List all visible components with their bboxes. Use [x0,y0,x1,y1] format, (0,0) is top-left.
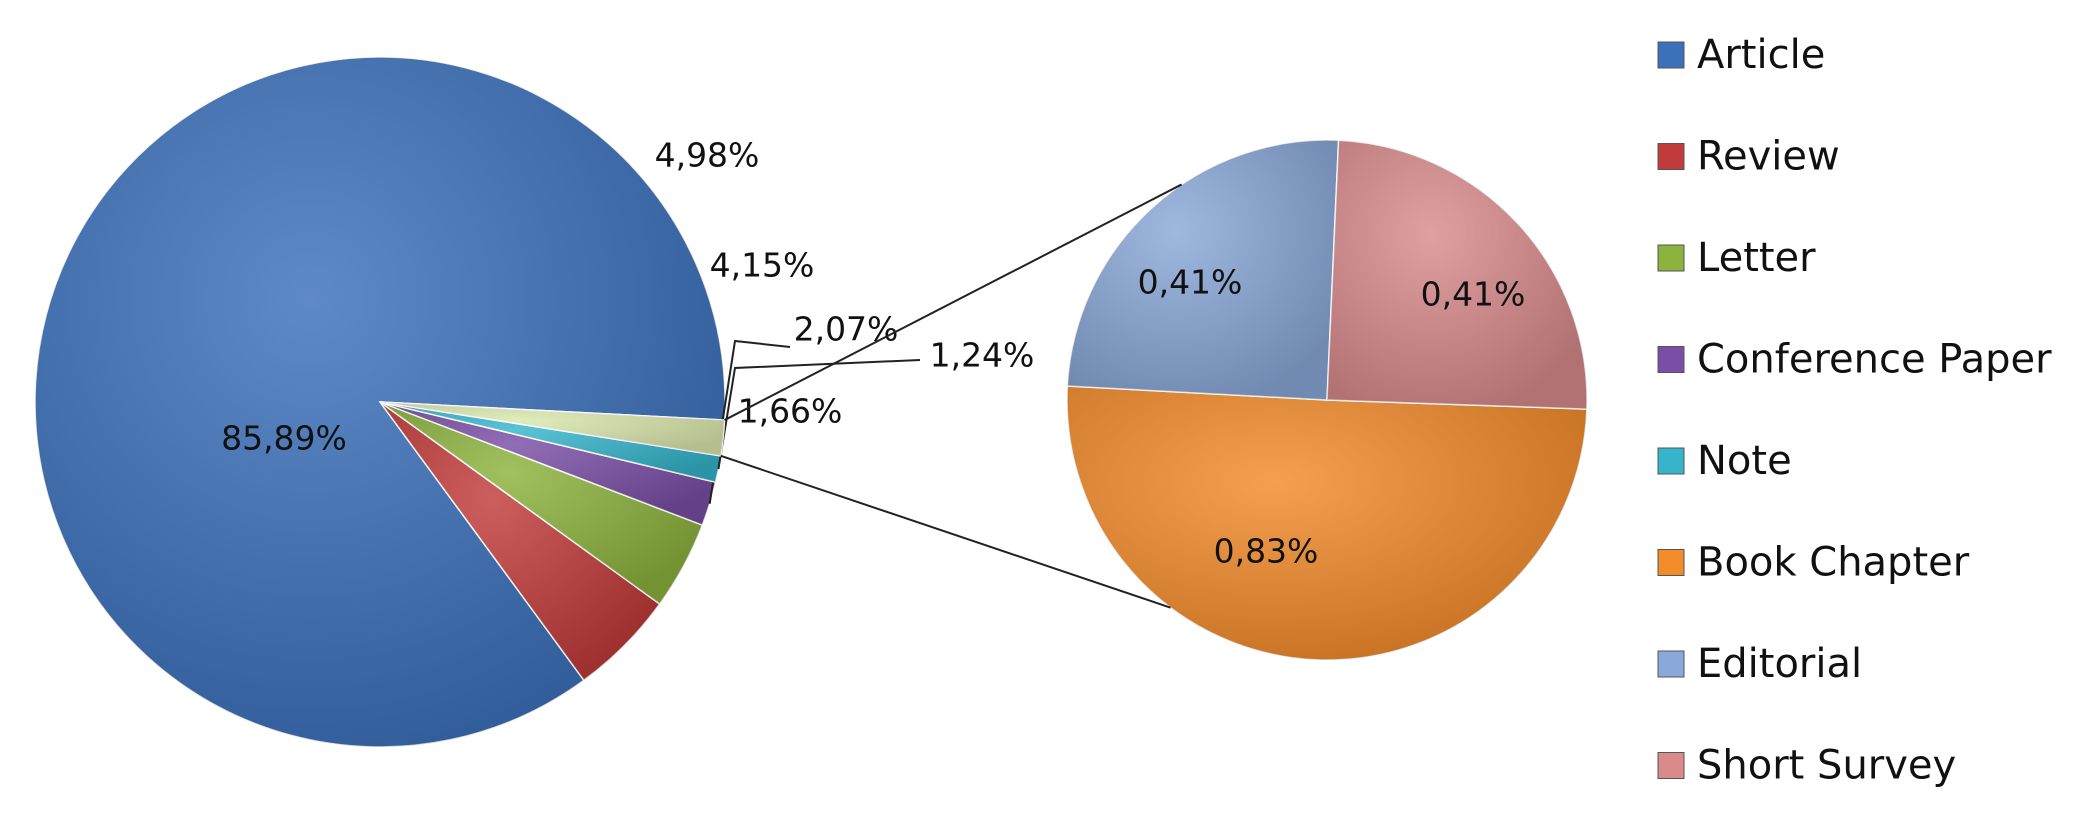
legend-swatch [1657,41,1685,69]
connector-line [720,454,1171,609]
legend-label: Short Survey [1697,743,1956,789]
data-label: 0,41% [1421,275,1526,314]
legend-label: Book Chapter [1697,540,1970,586]
legend-swatch [1657,650,1685,678]
legend-label: Letter [1697,235,1816,281]
legend-swatch [1657,752,1685,779]
legend-swatch [1657,244,1685,272]
data-label: 2,07% [794,310,899,349]
legend-label: Note [1697,438,1792,484]
data-label: 0,41% [1138,263,1243,302]
data-label: 4,98% [655,136,760,175]
legend-label: Editorial [1697,641,1862,687]
data-label: 4,15% [710,246,815,285]
legend-label: Article [1697,32,1825,78]
data-label: 85,89% [221,419,347,458]
legend-swatch [1657,143,1685,170]
connector-line [724,183,1183,421]
data-label: 1,24% [930,336,1035,375]
data-label: 0,83% [1214,532,1319,571]
data-label: 1,66% [738,392,843,431]
legend-swatch [1657,549,1685,576]
legend-label: Review [1697,134,1840,180]
legend-label: Conference Paper [1697,337,2052,383]
legend-swatch [1657,346,1685,373]
pie-slice [1066,385,1588,661]
legend-swatch [1657,447,1685,475]
